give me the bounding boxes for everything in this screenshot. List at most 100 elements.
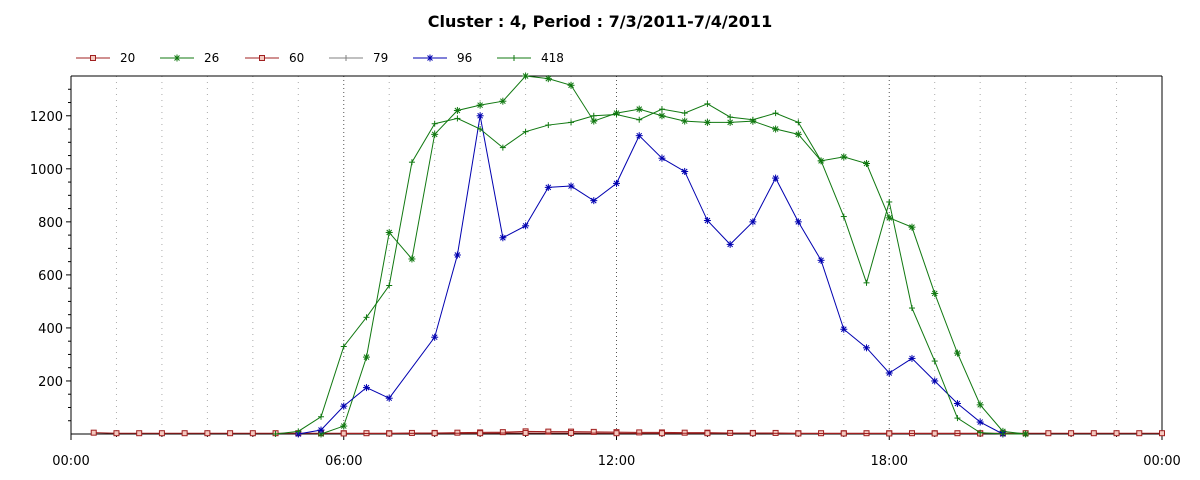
data-point <box>976 401 984 409</box>
data-point <box>173 54 181 62</box>
legend-label: 418 <box>541 51 564 65</box>
data-point <box>340 402 348 410</box>
y-tick-label: 800 <box>38 216 63 231</box>
x-tick-label: 12:00 <box>598 454 635 469</box>
data-point <box>886 198 893 205</box>
data-point <box>818 157 825 164</box>
data-point <box>749 116 756 123</box>
legend-swatch <box>413 54 447 62</box>
data-point <box>840 325 848 333</box>
data-point <box>681 110 688 117</box>
data-point <box>794 130 802 138</box>
data-point <box>477 126 484 133</box>
data-point <box>931 289 939 297</box>
legend-item-20: 20 <box>76 50 135 66</box>
data-point <box>568 429 575 436</box>
data-point <box>635 132 643 140</box>
legend-label: 96 <box>457 51 473 65</box>
legend-item-26: 26 <box>160 50 219 66</box>
x-tick-label: 00:00 <box>52 454 89 469</box>
data-point <box>499 429 506 436</box>
data-point <box>204 430 211 437</box>
data-point <box>726 240 734 248</box>
data-point <box>749 218 757 226</box>
data-point <box>613 179 620 187</box>
data-point <box>408 159 415 166</box>
series-418 <box>272 100 1029 437</box>
data-point <box>454 429 461 436</box>
data-point <box>522 222 530 230</box>
data-point <box>385 228 393 236</box>
data-point <box>681 117 689 125</box>
legend-swatch <box>329 55 363 61</box>
data-point <box>318 413 325 420</box>
data-point <box>840 153 848 161</box>
legend-label: 79 <box>373 51 389 65</box>
legend-item-96: 96 <box>413 50 472 66</box>
data-point <box>477 430 484 437</box>
data-point <box>363 314 370 321</box>
series-26 <box>317 72 1030 438</box>
data-point <box>795 430 802 437</box>
data-point <box>840 430 847 437</box>
data-point <box>340 422 348 430</box>
legend-swatch <box>245 55 279 61</box>
data-point <box>658 106 665 113</box>
legend-label: 26 <box>204 51 220 65</box>
data-point <box>1045 430 1052 437</box>
data-point <box>954 415 961 422</box>
x-tick-label: 06:00 <box>325 454 362 469</box>
y-tick-label: 1000 <box>30 163 63 178</box>
y-tick-label: 400 <box>38 322 63 337</box>
data-point <box>703 118 711 126</box>
data-point <box>681 429 688 436</box>
data-point <box>772 125 780 133</box>
data-point <box>590 112 597 119</box>
data-point <box>511 55 517 61</box>
data-point <box>1136 430 1143 437</box>
data-point <box>522 72 530 80</box>
data-point <box>931 430 938 437</box>
data-point <box>386 430 393 437</box>
legend-item-60: 60 <box>245 50 304 66</box>
legend-swatch <box>76 55 110 61</box>
data-point <box>908 305 915 312</box>
data-point <box>704 100 711 107</box>
series-line <box>275 103 1026 435</box>
data-point <box>408 255 416 263</box>
data-point <box>249 430 256 437</box>
data-point <box>426 54 434 62</box>
legend-label: 20 <box>120 51 136 65</box>
y-tick-label: 1200 <box>30 110 63 125</box>
data-point <box>544 183 552 191</box>
series-group <box>90 72 1165 438</box>
legend-label: 60 <box>289 51 305 65</box>
data-point <box>976 418 984 426</box>
data-point <box>613 430 620 437</box>
data-point <box>613 111 620 118</box>
data-point <box>953 349 961 357</box>
data-point <box>113 430 120 437</box>
data-point <box>772 110 779 117</box>
data-point <box>295 428 302 435</box>
data-point <box>681 167 689 175</box>
series-line <box>320 75 1026 435</box>
data-point <box>886 430 893 437</box>
data-point <box>953 400 961 408</box>
x-tick-label: 18:00 <box>871 454 908 469</box>
data-point <box>1090 430 1097 437</box>
data-point <box>885 369 893 377</box>
data-point <box>590 197 598 205</box>
data-point <box>362 384 370 392</box>
data-point <box>999 431 1006 437</box>
data-point <box>90 55 96 61</box>
data-point <box>636 429 643 436</box>
data-point <box>635 105 643 113</box>
y-tick-label: 600 <box>38 269 63 284</box>
data-point <box>931 358 938 365</box>
grid <box>115 76 1118 434</box>
data-point <box>568 119 575 126</box>
data-point <box>158 430 165 437</box>
data-point <box>499 97 507 105</box>
